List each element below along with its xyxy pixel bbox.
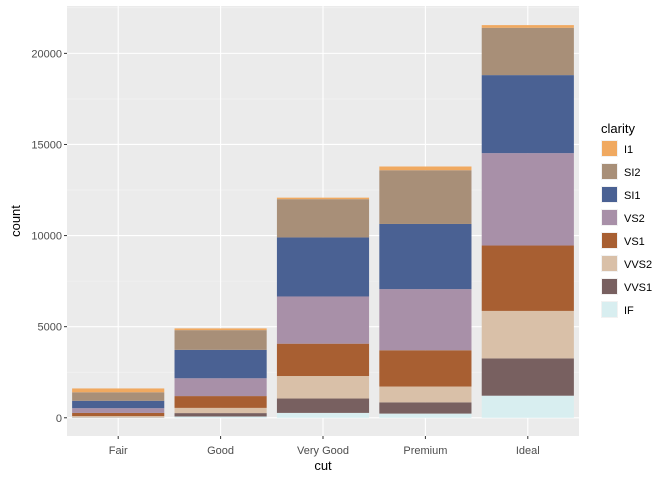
bar-segment-if	[276, 412, 370, 418]
bar-segment-vs1	[174, 396, 267, 408]
bar-segment-i1	[174, 328, 267, 331]
legend-key-if	[602, 302, 617, 317]
bar-segment-vvs2	[276, 376, 370, 399]
legend-key-i1	[602, 141, 617, 156]
bar-segment-vvs2	[72, 416, 165, 418]
legend-key-vs2	[602, 210, 617, 225]
y-tick-label: 10000	[31, 231, 62, 243]
legend-key-vs1	[602, 233, 617, 248]
bar-segment-si1	[379, 223, 472, 290]
x-tick-label: Very Good	[297, 445, 349, 457]
bar-segment-vvs1	[481, 358, 574, 396]
bar-segment-vvs1	[174, 413, 267, 417]
y-tick-label: 0	[56, 413, 62, 425]
legend-label: VS2	[624, 213, 645, 225]
legend-label: VVS2	[624, 259, 652, 271]
y-axis-title: count	[8, 205, 23, 237]
bar-segment-vvs1	[379, 402, 472, 414]
x-axis: Fair Good Very Good Premium Ideal	[109, 436, 540, 457]
bar-segment-vs1	[72, 412, 165, 417]
legend-title: clarity	[601, 121, 635, 136]
legend-key-si2	[602, 164, 617, 179]
bar-segment-vs2	[379, 289, 472, 351]
x-axis-title: cut	[314, 458, 332, 473]
x-tick-label: Good	[207, 445, 234, 457]
bar-segment-vvs2	[174, 407, 267, 414]
bar-segment-vs1	[276, 343, 370, 377]
x-tick-label: Ideal	[516, 445, 540, 457]
bar-segment-vvs2	[481, 310, 574, 359]
legend-label: VVS1	[624, 282, 652, 294]
y-tick-label: 15000	[31, 139, 62, 151]
x-tick-label: Fair	[109, 445, 128, 457]
bar-segment-si1	[174, 349, 267, 379]
bar-segment-si2	[174, 330, 267, 350]
bar-segment-vs2	[72, 408, 165, 413]
bar-segment-i1	[72, 388, 165, 393]
bar-segment-si1	[276, 237, 370, 297]
legend-key-vvs2	[602, 256, 617, 271]
legend: clarity I1 SI2 SI1 VS2 VS1 VVS2 VVS1 IF	[601, 121, 652, 318]
bar-segment-vs2	[174, 378, 267, 397]
bar-segment-i1	[481, 25, 574, 28]
bar-segment-si2	[481, 27, 574, 76]
bars	[72, 25, 574, 418]
legend-label: SI2	[624, 167, 641, 179]
bar-segment-if	[379, 413, 472, 418]
legend-label: I1	[624, 144, 633, 156]
bar-segment-vvs1	[276, 398, 370, 413]
bar-segment-vs2	[276, 296, 370, 344]
bar-segment-si2	[72, 392, 165, 401]
y-tick-label: 20000	[31, 48, 62, 60]
bar-segment-vs2	[481, 153, 574, 246]
y-axis: 0 5000 10000 15000 20000	[31, 48, 67, 425]
bar-segment-if	[481, 395, 574, 418]
bar-segment-vs1	[481, 245, 574, 311]
legend-label: SI1	[624, 190, 641, 202]
legend-key-si1	[602, 187, 617, 202]
bar-segment-si1	[481, 75, 574, 154]
bar-segment-vs1	[379, 350, 472, 387]
bar-segment-i1	[276, 197, 370, 200]
bar-segment-vvs2	[379, 386, 472, 403]
y-tick-label: 5000	[38, 322, 62, 334]
bar-segment-si2	[379, 170, 472, 224]
x-tick-label: Premium	[403, 445, 447, 457]
bar-segment-i1	[379, 166, 472, 171]
legend-label: VS1	[624, 236, 645, 248]
bar-segment-if	[174, 416, 267, 418]
bar-segment-si1	[72, 400, 165, 409]
legend-key-vvs1	[602, 279, 617, 294]
bar-segment-si2	[276, 199, 370, 238]
legend-label: IF	[624, 305, 634, 317]
